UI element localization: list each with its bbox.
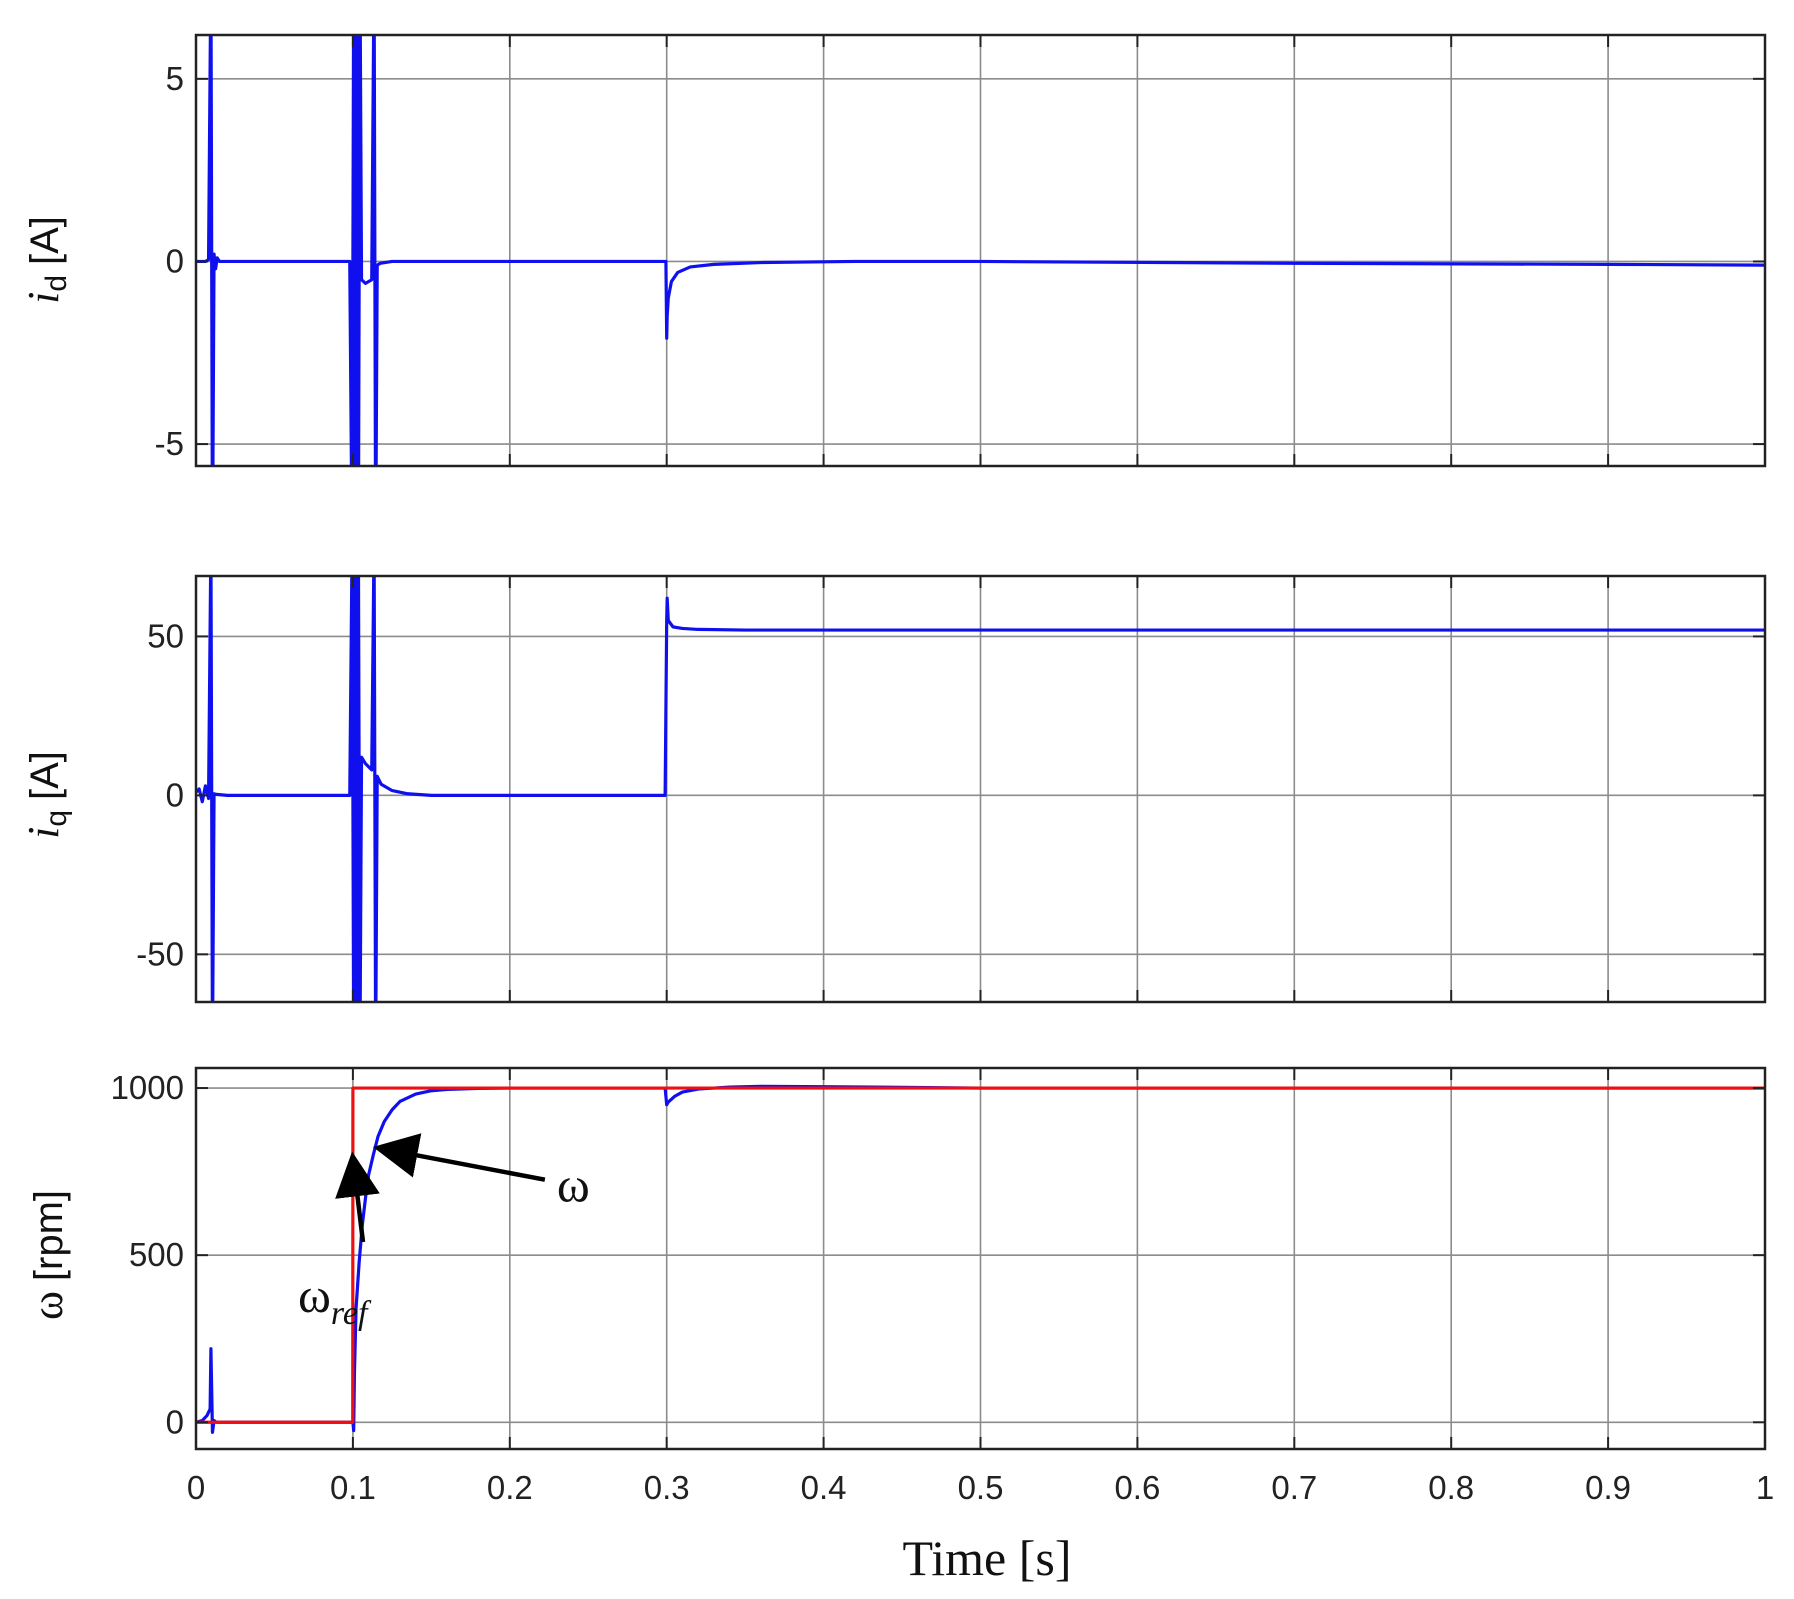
ylabel-omega: ω [rpm] [23, 1190, 72, 1320]
series-line-iq-0 [196, 576, 1765, 1002]
ylabel-omega-main: ω [23, 1291, 72, 1320]
annotations-omega: ωref ω [298, 1133, 590, 1332]
xtick-label: 0.4 [801, 1469, 847, 1506]
yticks-iq: -50 0 50 [136, 576, 1766, 1002]
ytick-label: 5 [166, 60, 184, 97]
grid-iq [196, 576, 1765, 1002]
xtick-label: 0.8 [1428, 1469, 1474, 1506]
annotation-label: ωref [298, 1267, 372, 1332]
xtick-label: 0.7 [1271, 1469, 1317, 1506]
ytick-label: 50 [147, 617, 184, 654]
grid-omega [196, 1068, 1765, 1449]
axes-id: -5 0 5 id [A] [19, 33, 1767, 468]
xtick-label: 0.1 [330, 1469, 376, 1506]
axes-iq: -50 0 50 iq [A] [19, 574, 1767, 1004]
xtick-label: 0.5 [958, 1469, 1004, 1506]
ylabel-id-main: i [19, 292, 68, 304]
series-line-omega-1 [196, 1086, 1765, 1424]
ytick-label: 500 [129, 1236, 184, 1273]
ylabel-iq-unit: [A] [23, 751, 67, 800]
yticks-id: -5 0 5 [155, 35, 1766, 466]
ytick-label: -5 [155, 425, 184, 462]
ytick-label: -50 [136, 935, 184, 972]
xlabel: Time [s] [902, 1530, 1071, 1586]
xtick-label: 0 [187, 1469, 205, 1506]
lines-omega [196, 1084, 1765, 1434]
ylabel-iq-sub: q [40, 810, 73, 827]
ytick-label: 0 [166, 776, 184, 813]
annotation-arrow [372, 1133, 546, 1182]
xtick-label: 0.2 [487, 1469, 533, 1506]
axes-omega: 0 500 1000 0 0.1 0.2 0.3 0.4 0.5 0.6 0.7 0.8 0.9 1 ω… [23, 1066, 1774, 1586]
xticks-omega: 0 0.1 0.2 0.3 0.4 0.5 0.6 0.7 0.8 0.9 1 [187, 1469, 1774, 1506]
series-line-id-0 [196, 35, 1765, 466]
ylabel-id-unit: [A] [23, 216, 67, 265]
xtick-label: 0.9 [1585, 1469, 1631, 1506]
yticks-omega: 0 500 1000 [111, 1068, 1766, 1449]
xtick-label: 0.6 [1114, 1469, 1160, 1506]
ylabel-id: id [A] [19, 216, 73, 304]
annotation-arrow [335, 1151, 380, 1243]
lines-id [196, 35, 1765, 466]
grid-id [196, 35, 1765, 466]
ylabel-iq: iq [A] [19, 751, 73, 839]
xtick-label: 0.3 [644, 1469, 690, 1506]
xtick-label: 1 [1756, 1469, 1774, 1506]
ylabel-iq-main: i [19, 827, 68, 839]
ytick-label: 1000 [111, 1069, 184, 1106]
ytick-label: 0 [166, 242, 184, 279]
ytick-label: 0 [166, 1403, 184, 1440]
lines-iq [196, 576, 1765, 1002]
ylabel-omega-unit: [rpm] [27, 1190, 71, 1281]
ylabel-id-sub: d [40, 275, 73, 292]
annotation-label: ω [557, 1157, 590, 1213]
